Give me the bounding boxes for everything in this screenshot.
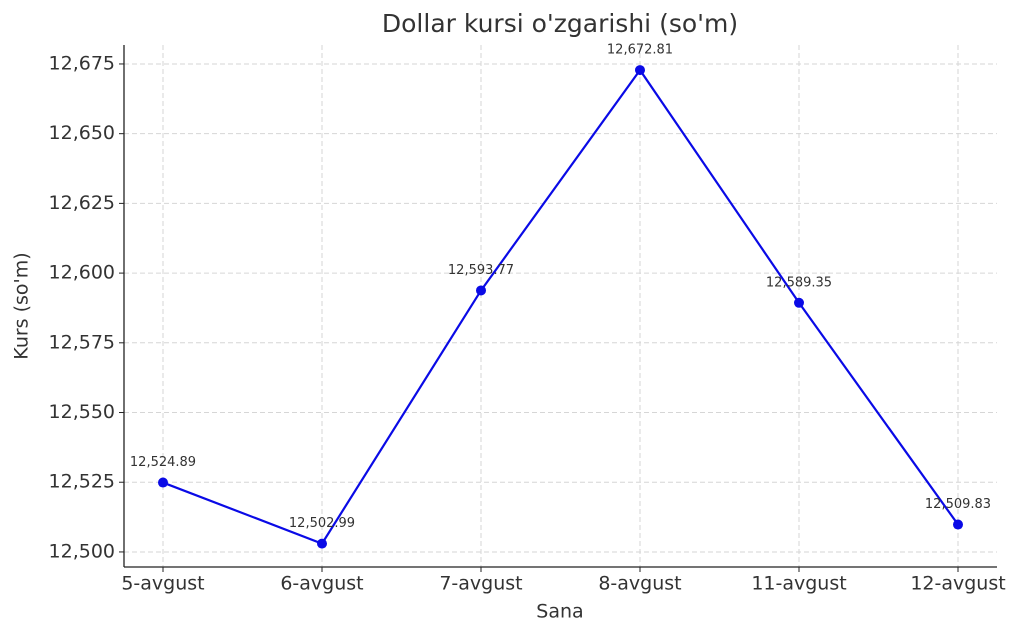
- data-label: 12,524.89: [130, 455, 196, 470]
- y-tick-label: 12,625: [49, 192, 115, 214]
- y-tick-label: 12,675: [49, 52, 115, 74]
- point: [635, 65, 645, 76]
- chart-title: Dollar kursi o'zgarishi (so'm): [382, 9, 738, 38]
- y-tick-label: 12,500: [49, 540, 115, 562]
- data-label: 12,593.77: [448, 263, 514, 278]
- y-tick-label: 12,575: [49, 331, 115, 353]
- y-tick-label: 12,550: [49, 401, 115, 423]
- line: [162, 68, 959, 545]
- data-label: 12,672.81: [607, 43, 673, 58]
- x-tick-label: 5-avgust: [121, 573, 204, 595]
- x-tick-label: 6-avgust: [280, 573, 363, 595]
- data-label: 12,589.35: [766, 275, 832, 290]
- point: [794, 297, 804, 308]
- point: [317, 538, 327, 549]
- y-tick-label: 12,600: [49, 262, 115, 284]
- y-tick-label: 12,525: [49, 471, 115, 493]
- x-tick-label: 7-avgust: [439, 573, 522, 595]
- point: [158, 477, 168, 488]
- x-tick-label: 8-avgust: [598, 573, 681, 595]
- x-tick-label: 12-avgust: [910, 573, 1005, 595]
- y-axis-label: Kurs (so'm): [11, 252, 33, 359]
- data-label: 12,509.83: [925, 497, 991, 512]
- point: [476, 285, 486, 296]
- x-tick-label: 11-avgust: [751, 573, 846, 595]
- point: [953, 519, 963, 530]
- data-label: 12,502.99: [289, 516, 355, 531]
- y-tick-label: 12,650: [49, 122, 115, 144]
- x-axis-label: Sana: [536, 601, 583, 623]
